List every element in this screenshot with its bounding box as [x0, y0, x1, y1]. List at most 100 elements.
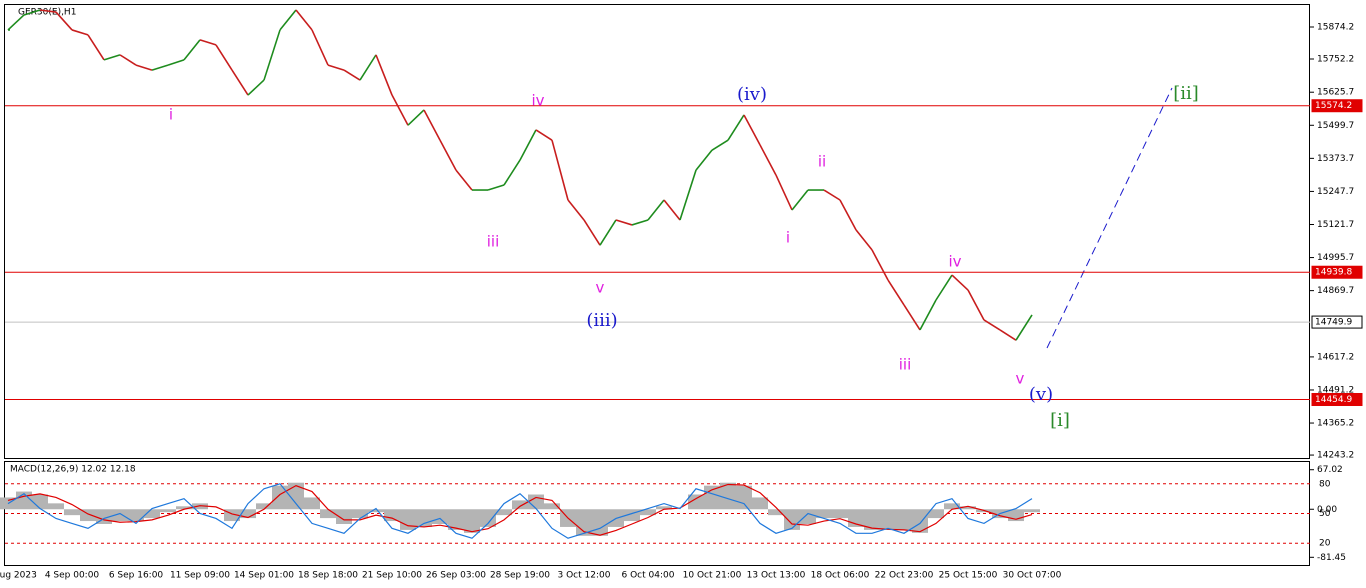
price-segment [87, 34, 105, 61]
price-segment [311, 29, 329, 66]
wave-label: v [1016, 370, 1025, 388]
main-panel [4, 4, 1310, 459]
price-segment [983, 319, 1001, 331]
macd-bar [144, 509, 160, 519]
macd-bar [784, 509, 800, 530]
wave-label: v [596, 279, 605, 297]
macd-bar [432, 509, 448, 525]
y-tick-label: 14617.2 [1317, 352, 1354, 362]
price-segment [599, 219, 617, 246]
macd-bar [80, 509, 96, 522]
macd-bar [256, 503, 272, 510]
macd-bar [304, 497, 320, 510]
x-tick-label: 3 Oct 12:00 [558, 571, 611, 581]
price-segment [503, 159, 521, 186]
price-segment [791, 189, 809, 211]
macd-bar [1024, 509, 1040, 513]
price-segment [71, 29, 89, 36]
macd-bar [480, 509, 496, 527]
y2-tick-label: 50 [1319, 509, 1331, 519]
price-segment [903, 304, 921, 331]
level-label: 14749.9 [1315, 318, 1352, 328]
macd-bar [320, 509, 336, 519]
price-segment [247, 79, 265, 96]
macd-bar [592, 509, 608, 536]
price-segment [423, 109, 441, 141]
level-label-box [1311, 265, 1363, 279]
macd-bar [368, 509, 384, 513]
y-tick-label: 14491.2 [1317, 385, 1354, 395]
price-segment [935, 274, 953, 301]
price-segment [7, 14, 25, 31]
price-segment [887, 279, 905, 306]
price-segment [455, 169, 473, 191]
macd-bar [912, 509, 928, 533]
macd-bar [640, 509, 656, 516]
price-segment [39, 9, 57, 13]
price-segment [199, 39, 217, 46]
macd-bar [32, 494, 48, 510]
price-segment [775, 174, 793, 211]
macd-bar [512, 500, 528, 510]
macd-bar [656, 506, 672, 510]
level-label: 14939.8 [1315, 268, 1352, 278]
wave-label: i [169, 106, 173, 124]
price-segment [343, 69, 361, 81]
wave-label: iv [531, 92, 544, 110]
wave-label: [i] [1050, 410, 1070, 431]
y-tick-label: 15625.7 [1317, 88, 1354, 98]
y2-tick-label: 80 [1319, 479, 1331, 489]
price-segment [375, 54, 393, 96]
macd-bar [64, 509, 80, 516]
y-tick-label: 14365.2 [1317, 419, 1354, 429]
projection-line [1046, 87, 1173, 349]
price-segment [743, 114, 761, 146]
price-segment [231, 69, 249, 96]
macd-bar [384, 509, 400, 522]
price-segment [615, 219, 633, 226]
macd-bar [896, 509, 912, 530]
price-segment [103, 54, 121, 61]
x-tick-label: 25 Oct 15:00 [939, 571, 998, 581]
x-tick-label: 10 Oct 21:00 [683, 571, 742, 581]
macd-bar [496, 509, 512, 516]
macd-bar [112, 509, 128, 522]
wave-label: iv [948, 253, 961, 271]
y-tick-label: 15874.2 [1317, 22, 1354, 32]
y-tick-label: 15247.7 [1317, 187, 1354, 197]
price-segment [855, 229, 873, 251]
wave-label: (iv) [737, 84, 767, 105]
macd-bar [864, 509, 880, 530]
macd-bar [448, 509, 464, 530]
price-segment [583, 219, 601, 246]
macd-bar [224, 509, 240, 522]
macd-bar [800, 509, 816, 525]
macd-bar [416, 509, 432, 527]
price-segment [55, 11, 73, 31]
macd-bar [752, 497, 768, 510]
wave-label: (iii) [586, 310, 617, 331]
level-label: 15574.2 [1315, 101, 1352, 111]
price-segment [711, 139, 729, 151]
wave-label: i [786, 229, 790, 247]
macd-bar [576, 509, 592, 536]
price-segment [167, 59, 185, 66]
price-segment [519, 129, 537, 161]
y-tick-label: 14995.7 [1317, 253, 1354, 263]
x-tick-label: 11 Sep 09:00 [170, 571, 230, 581]
price-segment [631, 219, 649, 226]
price-segment [567, 199, 585, 221]
macd-title: MACD(12,26,9) 12.02 12.18 [10, 465, 136, 475]
macd-bar [944, 503, 960, 510]
macd-bar [272, 485, 288, 510]
y-tick-label: 15121.7 [1317, 220, 1354, 230]
price-segment [839, 199, 857, 231]
macd-bar [880, 509, 896, 530]
x-tick-label: 6 Sep 16:00 [109, 571, 164, 581]
macd-bar [832, 509, 848, 519]
wave-label: iii [899, 356, 912, 374]
x-tick-label: 30 Oct 07:00 [1003, 571, 1062, 581]
y-tick-label: 0.00 [1317, 505, 1337, 515]
wave-label: iii [487, 233, 500, 251]
x-tick-label: 6 Oct 04:00 [622, 571, 675, 581]
